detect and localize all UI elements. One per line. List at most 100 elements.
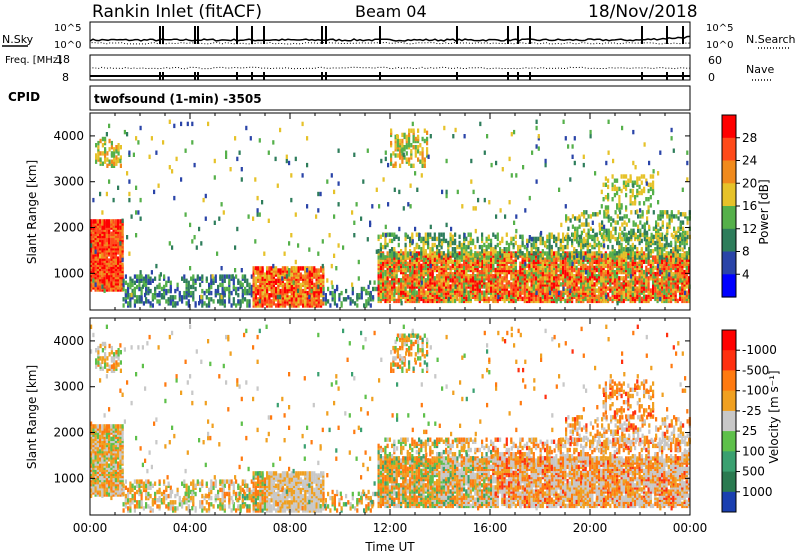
date-label: 18/Nov/2018 xyxy=(588,2,698,22)
power-cell xyxy=(638,298,641,304)
power-cell xyxy=(510,276,513,281)
power-cell xyxy=(639,214,642,219)
power-cell xyxy=(667,255,670,260)
power-cell xyxy=(686,220,689,225)
power-cell xyxy=(447,253,450,258)
power-cell xyxy=(636,276,639,281)
power-cell xyxy=(526,263,529,269)
power-cell xyxy=(117,219,120,224)
power-cell xyxy=(299,282,302,288)
power-cell xyxy=(537,251,540,256)
power-cell xyxy=(158,299,161,304)
power-cell xyxy=(395,253,398,258)
power-cell xyxy=(573,255,576,260)
power-cell xyxy=(393,247,396,252)
power-cell xyxy=(582,276,585,281)
power-cell xyxy=(501,284,504,289)
power-cell xyxy=(379,242,382,248)
power-cell xyxy=(481,255,484,260)
power-cell xyxy=(431,236,434,242)
power-cell xyxy=(643,251,646,256)
power-cell xyxy=(122,303,125,308)
power-cell xyxy=(625,292,628,297)
power-cell xyxy=(422,288,425,293)
power-cell xyxy=(623,214,626,219)
power-cell xyxy=(564,288,567,293)
power-cell xyxy=(607,292,610,297)
power-cell xyxy=(436,251,439,256)
power-cell xyxy=(688,265,691,271)
power-cell xyxy=(539,236,542,242)
beam-label: Beam 04 xyxy=(355,2,427,21)
power-cell xyxy=(465,251,468,256)
power-cell xyxy=(244,286,247,292)
power-cell xyxy=(442,251,445,256)
power-cell xyxy=(627,255,630,260)
power-cell xyxy=(460,242,463,248)
power-cell xyxy=(431,247,434,252)
power-cell xyxy=(667,259,670,264)
power-cell xyxy=(535,276,538,281)
power-cell xyxy=(241,274,244,279)
power-cell xyxy=(568,253,571,258)
power-cell xyxy=(582,242,585,248)
power-cell xyxy=(458,255,461,260)
power-cell xyxy=(313,282,316,288)
power-cell xyxy=(151,303,154,308)
power-cell xyxy=(306,299,309,304)
power-cell xyxy=(668,220,671,225)
power-cell xyxy=(557,236,560,242)
power-cell xyxy=(628,230,631,236)
power-cell xyxy=(607,228,610,233)
power-cell xyxy=(587,234,590,240)
power-cell xyxy=(634,251,637,256)
power-cell xyxy=(620,247,623,252)
power-cell xyxy=(661,251,664,256)
power-cell xyxy=(145,286,148,292)
power-cell xyxy=(221,278,224,283)
power-cell xyxy=(440,232,443,237)
power-cell xyxy=(203,290,206,296)
power-cell xyxy=(108,147,111,152)
power-cell xyxy=(422,240,425,246)
power-cell xyxy=(519,261,522,266)
power-cell xyxy=(469,232,472,237)
power-cell xyxy=(636,253,639,258)
power-cell xyxy=(447,240,450,246)
power-cell xyxy=(472,238,475,244)
power-cell xyxy=(154,286,157,292)
power-cell xyxy=(580,234,583,239)
power-cell xyxy=(478,269,481,275)
power-cell xyxy=(438,249,441,254)
power-cell xyxy=(666,228,669,233)
power-cell xyxy=(99,287,102,292)
nsky-trace xyxy=(89,35,691,42)
power-cell xyxy=(611,255,614,260)
power-cell xyxy=(519,244,522,250)
power-cell xyxy=(634,280,637,285)
power-cell xyxy=(508,265,511,271)
power-cell xyxy=(119,285,122,290)
power-cell xyxy=(483,290,486,295)
power-cell xyxy=(682,234,685,240)
power-cell xyxy=(621,222,624,227)
power-cell xyxy=(306,270,309,275)
power-cell xyxy=(544,251,547,256)
power-cell xyxy=(411,251,414,256)
power-cell xyxy=(340,301,343,306)
power-cell xyxy=(508,290,511,295)
power-cell xyxy=(96,237,99,243)
power-cell xyxy=(526,269,529,275)
power-cell xyxy=(602,284,605,289)
power-cell xyxy=(667,242,670,248)
power-cell xyxy=(465,296,468,302)
power-cell xyxy=(201,274,204,279)
power-cell xyxy=(544,286,547,291)
power-cell xyxy=(575,249,578,254)
power-cell xyxy=(456,296,459,302)
power-cell xyxy=(607,253,610,258)
power-cell xyxy=(616,251,619,256)
power-cell xyxy=(406,274,409,279)
power-cell xyxy=(413,259,416,264)
